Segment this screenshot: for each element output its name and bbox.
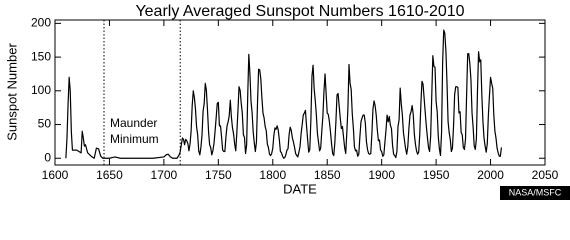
y-axis-label: Sunspot Number: [4, 43, 19, 141]
credit-box: [500, 186, 570, 200]
x-tick-label: 2000: [477, 168, 504, 182]
y-tick-label: 200: [31, 16, 51, 30]
plot-frame: [54, 19, 546, 166]
x-tick-label: 1900: [368, 168, 395, 182]
x-tick-label: 1950: [423, 168, 450, 182]
x-tick-label: 1750: [205, 168, 232, 182]
annotation: Minimum: [110, 132, 159, 146]
y-tick-label: 0: [44, 150, 51, 164]
y-tick-label: 150: [31, 49, 51, 63]
y-tick-label: 50: [38, 117, 52, 131]
x-tick-label: 2050: [532, 168, 559, 182]
y-tick-label: 100: [31, 83, 51, 97]
chart-title: Yearly Averaged Sunspot Numbers 1610-201…: [135, 3, 464, 20]
x-tick-label: 1850: [314, 168, 341, 182]
chart: Yearly Averaged Sunspot Numbers 1610-201…: [4, 3, 570, 200]
x-axis-label: DATE: [283, 181, 317, 196]
x-tick-label: 1650: [96, 168, 123, 182]
data-line: [65, 29, 503, 159]
credit: NASA/MSFC: [509, 187, 562, 197]
x-tick-label: 1800: [259, 168, 286, 182]
x-tick-label: 1700: [151, 168, 178, 182]
annotation: Maunder: [110, 116, 157, 130]
x-tick-label: 1600: [42, 168, 69, 182]
